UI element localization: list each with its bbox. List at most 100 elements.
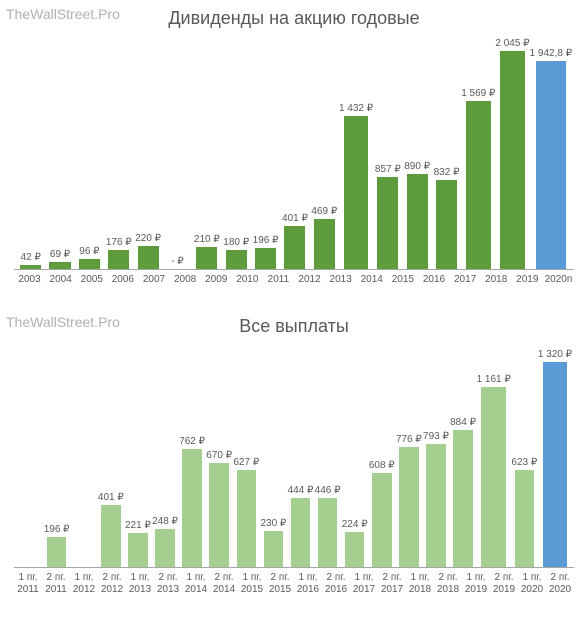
chart-all-payments: TheWallStreet.Pro Все выплаты 196 ₽401 ₽… bbox=[0, 308, 588, 636]
bar-value-label: 196 ₽ bbox=[253, 235, 279, 246]
bar-value-label: 1 432 ₽ bbox=[339, 103, 373, 114]
bar bbox=[108, 250, 129, 269]
x-tick: 2006 bbox=[107, 274, 138, 286]
bar bbox=[407, 174, 428, 269]
bar bbox=[453, 430, 473, 567]
bar bbox=[47, 537, 67, 567]
bar-group: 670 ₽ bbox=[206, 450, 233, 567]
bar-value-label: 1 942,8 ₽ bbox=[530, 48, 573, 59]
bar bbox=[314, 219, 335, 269]
bar bbox=[536, 61, 567, 269]
chart2-plot: 196 ₽401 ₽221 ₽248 ₽762 ₽670 ₽627 ₽230 ₽… bbox=[14, 343, 574, 568]
bar-group: 2 045 ₽ bbox=[495, 38, 529, 269]
bar-value-label: 2 045 ₽ bbox=[495, 38, 529, 49]
bar-group: 1 569 ₽ bbox=[461, 88, 495, 269]
x-tick: 2 пг. 2016 bbox=[322, 572, 350, 596]
x-tick: 2003 bbox=[14, 274, 45, 286]
bar-value-label: 220 ₽ bbox=[135, 233, 161, 244]
chart1-xaxis: 2003200420052006200720082009201020112012… bbox=[14, 270, 574, 286]
bar-value-label: 248 ₽ bbox=[152, 516, 178, 527]
x-tick: 2020п bbox=[543, 274, 574, 286]
x-tick: 1 пг. 2011 bbox=[14, 572, 42, 596]
bar-group: 221 ₽ bbox=[124, 520, 151, 567]
bar-group: 180 ₽ bbox=[222, 237, 251, 269]
x-tick: 2015 bbox=[387, 274, 418, 286]
bar bbox=[284, 226, 305, 269]
bar-value-label: 1 161 ₽ bbox=[477, 374, 511, 385]
x-tick: 2 пг. 2017 bbox=[378, 572, 406, 596]
bar-group: 210 ₽ bbox=[192, 234, 221, 269]
bar-value-label: 96 ₽ bbox=[79, 246, 99, 257]
bar-value-label: 180 ₽ bbox=[223, 237, 249, 248]
bar-value-label: 401 ₽ bbox=[98, 492, 124, 503]
bar-group: 1 320 ₽ bbox=[538, 349, 572, 567]
bar bbox=[79, 259, 100, 269]
x-tick: 2016 bbox=[418, 274, 449, 286]
bar-group: 401 ₽ bbox=[97, 492, 124, 567]
bar bbox=[500, 51, 525, 269]
watermark-text: TheWallStreet.Pro bbox=[6, 314, 120, 330]
x-tick: 2012 bbox=[294, 274, 325, 286]
bar-value-label: 210 ₽ bbox=[194, 234, 220, 245]
bar-group: 884 ₽ bbox=[450, 417, 477, 567]
bar bbox=[436, 180, 457, 269]
x-tick: 1 пг. 2018 bbox=[406, 572, 434, 596]
x-tick: 2 пг. 2012 bbox=[98, 572, 126, 596]
bar-group: 42 ₽ bbox=[16, 252, 45, 269]
x-tick: 2019 bbox=[512, 274, 543, 286]
bar-value-label: 446 ₽ bbox=[315, 485, 341, 496]
bar-value-label: 623 ₽ bbox=[511, 457, 537, 468]
bar bbox=[318, 498, 338, 567]
x-tick: 1 пг. 2014 bbox=[182, 572, 210, 596]
bar bbox=[515, 470, 535, 567]
x-tick: 2007 bbox=[138, 274, 169, 286]
x-tick: 2018 bbox=[481, 274, 512, 286]
bar-value-label: 469 ₽ bbox=[311, 206, 337, 217]
x-tick: 2 пг. 2015 bbox=[266, 572, 294, 596]
bar bbox=[466, 101, 491, 269]
x-tick: 1 пг. 2019 bbox=[462, 572, 490, 596]
bar-group: 793 ₽ bbox=[422, 431, 449, 567]
chart-annual-dividends: TheWallStreet.Pro Дивиденды на акцию год… bbox=[0, 0, 588, 308]
chart1-plot: 42 ₽69 ₽96 ₽176 ₽220 ₽- ₽210 ₽180 ₽196 ₽… bbox=[14, 35, 574, 270]
bar bbox=[291, 498, 311, 567]
bar-value-label: 857 ₽ bbox=[375, 164, 401, 175]
bar-value-label: 884 ₽ bbox=[450, 417, 476, 428]
bar-group: 96 ₽ bbox=[75, 246, 104, 269]
bar-group bbox=[70, 565, 97, 567]
bar-group: 444 ₽ bbox=[287, 485, 314, 567]
bar bbox=[264, 531, 284, 567]
bar-value-label: 627 ₽ bbox=[233, 457, 259, 468]
bar-value-label: 832 ₽ bbox=[434, 167, 460, 178]
bar-value-label: 608 ₽ bbox=[369, 460, 395, 471]
bar bbox=[377, 177, 398, 269]
bar-group: 608 ₽ bbox=[368, 460, 395, 567]
bar-value-label: 230 ₽ bbox=[260, 518, 286, 529]
bar-group: 1 161 ₽ bbox=[477, 374, 511, 567]
bar bbox=[209, 463, 229, 567]
bar-value-label: 69 ₽ bbox=[50, 249, 70, 260]
bar-group: 832 ₽ bbox=[432, 167, 461, 269]
bar-value-label: 401 ₽ bbox=[282, 213, 308, 224]
bar-value-label: 444 ₽ bbox=[288, 485, 314, 496]
bar-group: 623 ₽ bbox=[511, 457, 538, 567]
bar-value-label: 776 ₽ bbox=[396, 434, 422, 445]
x-tick: 2 пг. 2014 bbox=[210, 572, 238, 596]
bar-group: 196 ₽ bbox=[43, 524, 70, 567]
bar-group: 230 ₽ bbox=[260, 518, 287, 567]
x-tick: 2 пг. 2018 bbox=[434, 572, 462, 596]
bar bbox=[155, 529, 175, 567]
bar-group: 469 ₽ bbox=[310, 206, 339, 269]
bar-group: 220 ₽ bbox=[133, 233, 162, 270]
bar bbox=[372, 473, 392, 567]
bar bbox=[543, 362, 568, 567]
bar-value-label: 42 ₽ bbox=[21, 252, 41, 263]
bar bbox=[226, 250, 247, 269]
bar bbox=[481, 387, 506, 567]
x-tick: 2010 bbox=[232, 274, 263, 286]
bar-group: 196 ₽ bbox=[251, 235, 280, 269]
x-tick: 2 пг. 2019 bbox=[490, 572, 518, 596]
bar bbox=[49, 262, 70, 269]
bar-group: 401 ₽ bbox=[280, 213, 309, 269]
x-tick: 2013 bbox=[325, 274, 356, 286]
